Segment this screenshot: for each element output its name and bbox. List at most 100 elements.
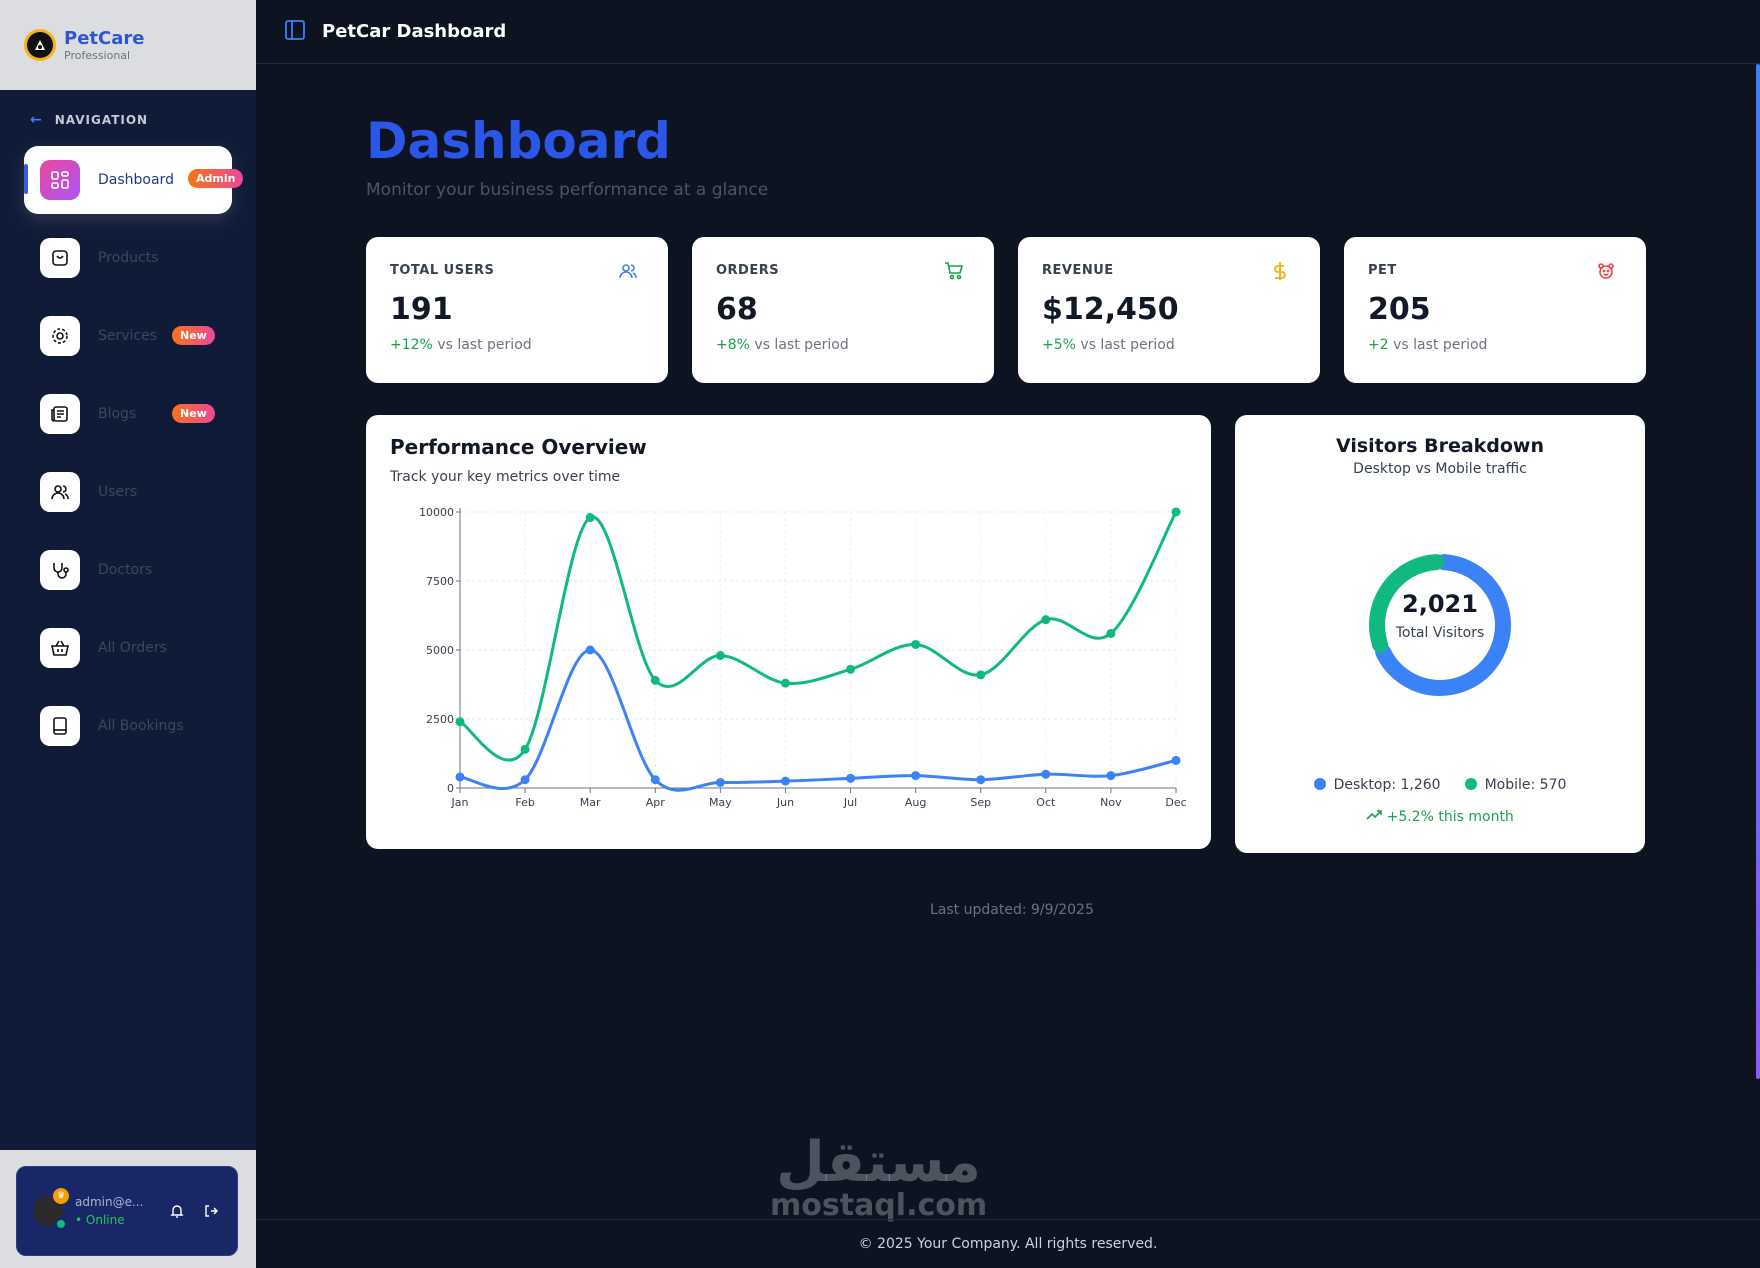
performance-line-chart[interactable]: 0 2500 5000 7500 10000 Jan Feb Mar Apr May Jun Jul A…: [366, 415, 1211, 849]
basket-icon: [40, 628, 80, 668]
stat-value: 191: [390, 292, 453, 327]
stat-card-pet[interactable]: PET 205 +2 vs last period: [1344, 237, 1646, 383]
brand-subtitle: Professional: [64, 48, 131, 62]
data-point: [520, 744, 530, 754]
data-point: [780, 678, 790, 688]
x-tick-label: Aug: [905, 796, 926, 809]
copyright-text: © 2025 Your Company. All rights reserved…: [858, 1236, 1158, 1252]
online-indicator: [55, 1218, 67, 1230]
y-tick-label: 7500: [426, 575, 454, 588]
legend-mobile[interactable]: Mobile: 570: [1464, 777, 1566, 793]
sidebar-item-products[interactable]: Products: [24, 224, 232, 292]
book-icon: [40, 706, 80, 746]
data-point: [585, 645, 595, 655]
stat-value: $12,450: [1042, 292, 1179, 327]
data-point: [715, 777, 725, 787]
sidebar-item-label: Doctors: [98, 562, 153, 578]
sidebar-item-blogs[interactable]: Blogs New: [24, 380, 232, 448]
series-line-0: [459, 511, 1178, 762]
data-point: [650, 675, 660, 685]
data-point: [650, 775, 660, 785]
data-point: [520, 775, 530, 785]
sidebar-item-doctors[interactable]: Doctors: [24, 536, 232, 604]
sidebar-item-services[interactable]: Services New: [24, 302, 232, 370]
user-status: • Online: [75, 1213, 125, 1227]
data-point: [911, 771, 921, 781]
stat-value: 68: [716, 292, 758, 327]
stat-label: REVENUE: [1042, 263, 1114, 278]
sidebar-item-all-bookings[interactable]: All Bookings: [24, 692, 232, 760]
logout-icon[interactable]: [203, 1203, 219, 1223]
x-tick-label: Apr: [646, 796, 666, 809]
brand-title: PetCare: [64, 27, 145, 49]
x-tick-label: Mar: [580, 796, 601, 809]
visitors-card: Visitors Breakdown Desktop vs Mobile tra…: [1235, 415, 1645, 853]
data-point: [1041, 615, 1051, 625]
data-point: [911, 639, 921, 649]
x-tick-label: Dec: [1165, 796, 1186, 809]
data-point: [455, 772, 465, 782]
topbar: PetCar Dashboard: [256, 0, 1760, 64]
data-point: [1171, 507, 1181, 517]
brand-header[interactable]: PetCare Professional: [0, 0, 256, 90]
gear-icon: [40, 316, 80, 356]
data-point: [976, 775, 986, 785]
watermark-logo: مستقل mostaql.com: [770, 1130, 988, 1223]
x-tick-label: Jul: [843, 796, 857, 809]
visitors-title: Visitors Breakdown: [1335, 435, 1545, 457]
pet-face-icon: [1596, 261, 1616, 285]
stat-card-revenue[interactable]: REVENUE $12,450 +5% vs last period: [1018, 237, 1320, 383]
sidebar-item-label: Products: [98, 250, 159, 266]
sidebar-item-users[interactable]: Users: [24, 458, 232, 526]
visitors-donut-chart[interactable]: [1235, 415, 1645, 853]
nav-header[interactable]: ← NAVIGATION: [30, 112, 148, 128]
x-tick-label: May: [709, 796, 732, 809]
y-tick-label: 10000: [419, 506, 454, 519]
last-updated: Last updated: 9/9/2025: [930, 902, 1094, 918]
avatar[interactable]: ♛: [33, 1188, 69, 1230]
bell-icon[interactable]: [169, 1203, 185, 1223]
new-badge: New: [172, 326, 215, 345]
page-subtitle: Monitor your business performance at a g…: [366, 180, 769, 200]
sidebar-item-label: Blogs: [98, 406, 137, 422]
data-point: [846, 664, 856, 674]
data-point: [780, 776, 790, 786]
x-tick-label: Sep: [970, 796, 991, 809]
performance-card: Performance Overview Track your key metr…: [366, 415, 1211, 849]
data-point: [976, 670, 986, 680]
cart-icon: [944, 261, 964, 285]
x-tick-label: Feb: [515, 796, 534, 809]
stat-label: PET: [1368, 263, 1397, 278]
sidebar-item-label: All Bookings: [98, 718, 184, 734]
admin-badge: Admin: [188, 169, 244, 188]
stat-card-total-users[interactable]: TOTAL USERS 191 +12% vs last period: [366, 237, 668, 383]
user-card[interactable]: ♛ admin@e... • Online: [16, 1166, 238, 1256]
page-footer: © 2025 Your Company. All rights reserved…: [256, 1219, 1760, 1268]
stat-card-orders[interactable]: ORDERS 68 +8% vs last period: [692, 237, 994, 383]
grid-icon: [40, 160, 80, 200]
collapse-arrow-icon[interactable]: ←: [30, 112, 43, 128]
nav-header-label: NAVIGATION: [54, 113, 149, 127]
data-point: [585, 513, 595, 523]
data-point: [846, 773, 856, 783]
sidebar-item-dashboard[interactable]: Dashboard Admin: [24, 146, 244, 214]
data-point: [1106, 771, 1116, 781]
sidebar-toggle-icon[interactable]: [284, 19, 306, 45]
shopping-bag-icon: [40, 238, 80, 278]
donut-slice-mobile[interactable]: [1369, 554, 1511, 696]
brand-logo: [24, 29, 56, 61]
stat-value: 205: [1368, 292, 1431, 327]
stethoscope-icon: [40, 550, 80, 590]
legend-desktop[interactable]: Desktop: 1,260: [1313, 777, 1441, 793]
sidebar-item-label: All Orders: [98, 640, 167, 656]
sidebar-item-label: Services: [98, 328, 158, 344]
scrollbar[interactable]: [1756, 64, 1760, 1079]
page-title: Dashboard: [366, 112, 671, 170]
visitors-subtitle: Desktop vs Mobile traffic: [1353, 461, 1527, 477]
donut-total-label: Total Visitors: [1395, 625, 1485, 641]
stat-label: TOTAL USERS: [390, 263, 495, 278]
sidebar-item-all-orders[interactable]: All Orders: [24, 614, 232, 682]
x-tick-label: Oct: [1036, 796, 1056, 809]
series-line-1: [459, 648, 1177, 792]
sidebar-footer: ♛ admin@e... • Online: [0, 1150, 256, 1268]
